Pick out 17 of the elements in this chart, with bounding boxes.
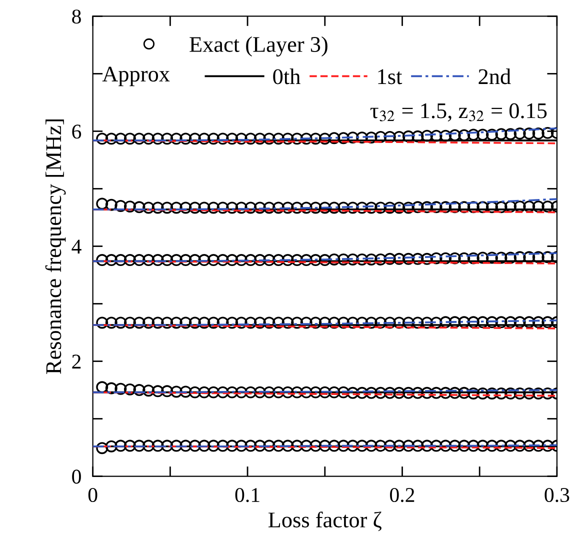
x-tick-label: 0.1 [235, 488, 260, 502]
legend-label: 2nd [478, 68, 511, 84]
y-tick-label: 8 [72, 10, 81, 24]
y-tick-label: 6 [72, 124, 82, 139]
y-tick-label: 0 [72, 470, 81, 484]
legend-title: Approx [102, 66, 170, 86]
annotation: τ$_{32}$ = 1.5, z$_{32}$ = 0.15 [370, 103, 547, 122]
x-tick-label: 0.3 [544, 488, 570, 502]
x-tick-label: 0.2 [390, 488, 414, 502]
y-tick-label: 4 [72, 240, 82, 254]
y-tick-label: 2 [72, 354, 81, 368]
legend-label: Exact (Layer 3) [190, 36, 328, 57]
legend-label: 0th [273, 68, 300, 84]
x-axis-title: Loss factor ζ [268, 512, 382, 532]
x-tick-label: 0 [88, 488, 98, 502]
y-axis-title: Resonance frequency [MHz] [45, 120, 66, 374]
legend-label: 1st [378, 69, 402, 84]
